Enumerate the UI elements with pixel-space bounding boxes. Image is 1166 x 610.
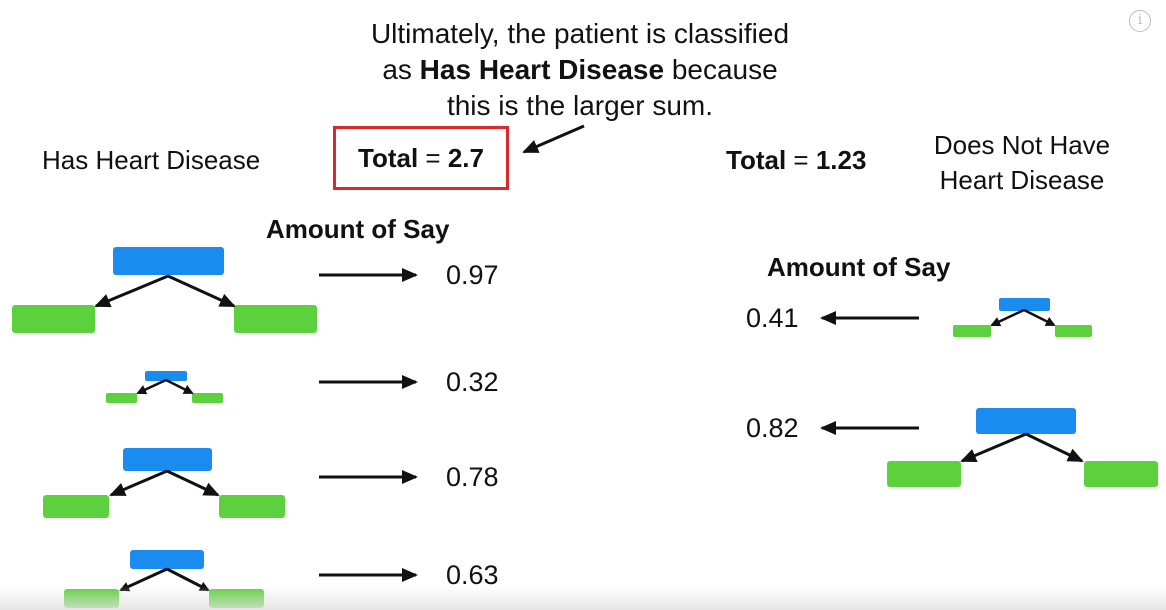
caption-line-3: this is the larger sum.: [446, 90, 714, 121]
stump-leaf-node: [43, 495, 109, 518]
stump-right-1: [953, 298, 1092, 337]
class-label-right-line-1: Does Not Have: [933, 130, 1111, 160]
total-value-left: 2.7: [447, 142, 484, 173]
total-label-right: Total: [726, 145, 787, 175]
stump-left-1: [12, 247, 317, 333]
caption-text: Ultimately, the patient is classified as…: [330, 16, 830, 124]
stump-leaf-node: [887, 461, 961, 487]
stump-leaf-node: [12, 305, 95, 333]
pointer-arrow: [522, 124, 585, 154]
stump-root-node: [123, 448, 212, 471]
total-value-right: 1.23: [815, 145, 867, 175]
caption-line-2-prefix: as: [382, 54, 420, 85]
stump-right-2: [887, 408, 1158, 487]
class-label-right-line-2: Heart Disease: [939, 165, 1105, 195]
stump-leaf-node: [192, 393, 223, 403]
class-label-does-not-have-heart-disease: Does Not Have Heart Disease: [906, 128, 1138, 198]
caption-line-2-suffix: because: [664, 54, 778, 85]
stump-root-node: [999, 298, 1050, 311]
total-label-left: Total: [358, 142, 419, 173]
stump-root-node: [145, 371, 187, 381]
caption-line-2: as Has Heart Disease because: [330, 52, 830, 88]
stump-leaf-node: [219, 495, 285, 518]
stump-left-2: [106, 371, 223, 403]
stump-root-node: [130, 550, 204, 569]
stump-leaf-node: [106, 393, 137, 403]
amount-value-right-1: 0.41: [746, 303, 799, 333]
caption-line-1: Ultimately, the patient is classified: [370, 18, 790, 49]
stump-leaf-node: [1055, 325, 1092, 337]
amount-of-say-heading-left: Amount of Say: [266, 214, 450, 244]
amount-value-left-1: 0.97: [446, 260, 499, 290]
stump-root-node: [113, 247, 224, 275]
caption-line-2-bold: Has Heart Disease: [419, 54, 665, 85]
total-equals-left: =: [418, 142, 448, 173]
stump-leaf-node: [234, 305, 317, 333]
bottom-fade: [0, 586, 1166, 610]
stump-leaf-node: [1084, 461, 1158, 487]
total-equals-right: =: [786, 145, 816, 175]
class-label-has-heart-disease: Has Heart Disease: [42, 145, 261, 175]
stump-left-3: [43, 448, 285, 518]
stump-root-node: [976, 408, 1076, 434]
amount-value-right-2: 0.82: [746, 413, 799, 443]
total-right: Total = 1.23: [726, 145, 866, 176]
info-icon[interactable]: i: [1129, 10, 1151, 32]
amount-value-left-4: 0.63: [446, 560, 499, 590]
amount-value-left-2: 0.32: [446, 367, 499, 397]
total-box-highlighted: Total = 2.7: [333, 126, 509, 190]
stump-leaf-node: [953, 325, 991, 337]
amount-of-say-heading-right: Amount of Say: [767, 252, 951, 282]
amount-value-left-3: 0.78: [446, 462, 499, 492]
